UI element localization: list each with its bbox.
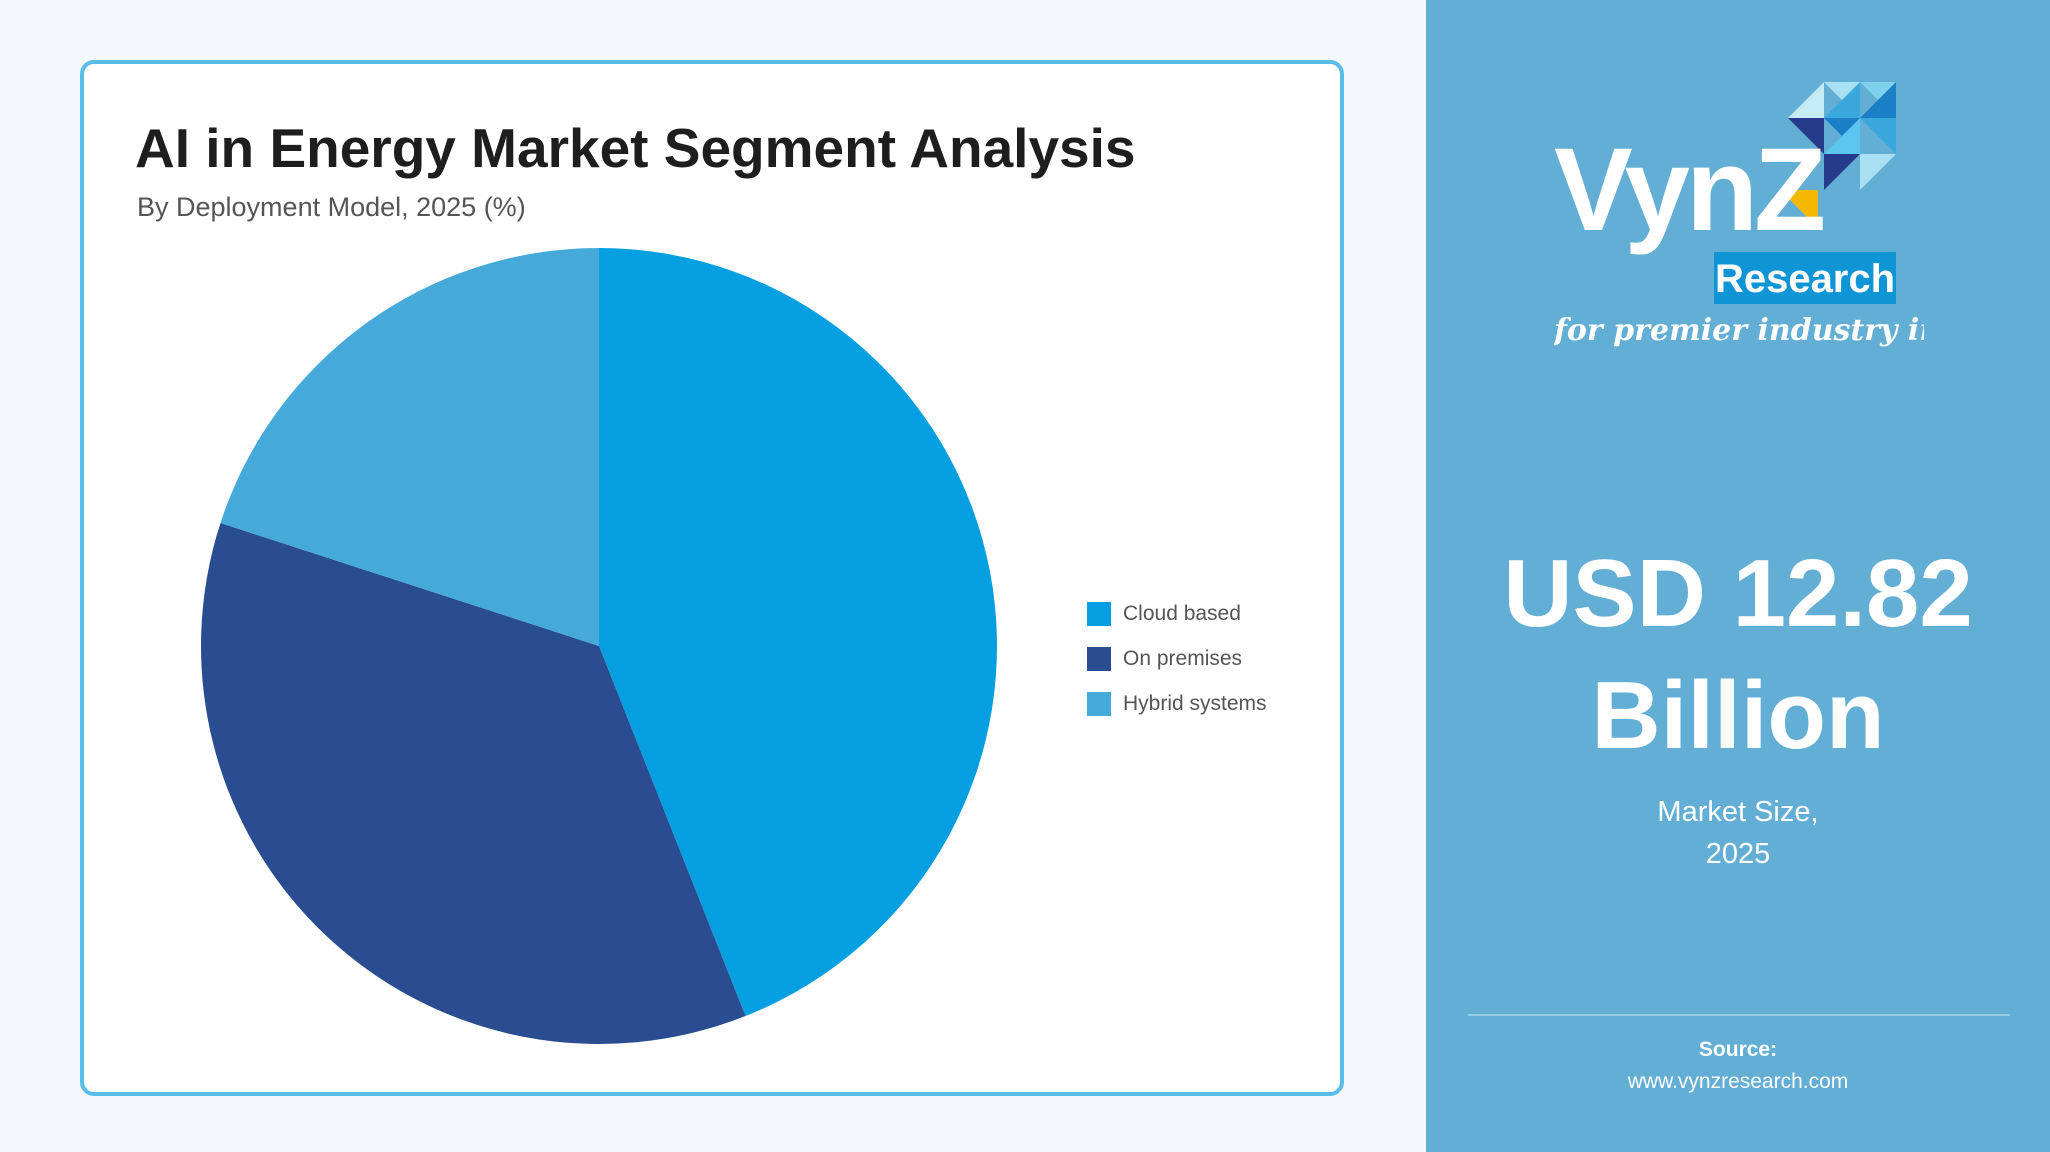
market-value-amount: USD 12.82 (1503, 540, 1973, 647)
legend-swatch (1087, 646, 1111, 671)
legend-label: On premises (1123, 646, 1243, 670)
chart-legend: Cloud based On premises Hybrid systems (1087, 591, 1267, 726)
source-url[interactable]: www.vynzresearch.com (1627, 1070, 1849, 1093)
source-label: Source: (1698, 1038, 1778, 1061)
info-sidebar: VynZ Research for premier industry insig… (1426, 0, 2050, 1152)
legend-swatch (1087, 601, 1111, 626)
caption-label: Market Size, (1657, 796, 1819, 828)
logo-tagline: for premier industry insights (1554, 313, 1924, 348)
pie-slice-hybrid-systems (220, 248, 600, 646)
chart-title: AI in Energy Market Segment Analysis (135, 117, 1136, 179)
market-value-unit: Billion (1591, 662, 1885, 769)
legend-label: Cloud based (1123, 601, 1241, 625)
divider (1468, 1014, 2010, 1016)
logo-triangles-icon (1788, 82, 1896, 190)
market-size-caption: Market Size, 2025 (1426, 791, 2050, 875)
legend-item-hybrid-systems: Hybrid systems (1087, 681, 1267, 726)
pie-slice-cloud-based (599, 248, 998, 1017)
legend-swatch (1087, 691, 1111, 716)
pie-chart (200, 248, 998, 1044)
legend-label: Hybrid systems (1123, 691, 1267, 715)
logo-sub-text: Research (1715, 257, 1895, 301)
pie-slice-on-premises (200, 523, 746, 1044)
logo-brand-text: VynZ (1554, 124, 1823, 256)
legend-item-cloud-based: Cloud based (1087, 591, 1267, 636)
chart-subtitle: By Deployment Model, 2025 (%) (137, 192, 526, 222)
caption-year: 2025 (1705, 838, 1771, 870)
vynz-research-logo: VynZ Research for premier industry insig… (1554, 82, 1924, 348)
legend-item-on-premises: On premises (1087, 636, 1267, 681)
chart-card: AI in Energy Market Segment Analysis By … (80, 60, 1344, 1096)
market-size-value: USD 12.82 Billion (1426, 533, 2050, 777)
